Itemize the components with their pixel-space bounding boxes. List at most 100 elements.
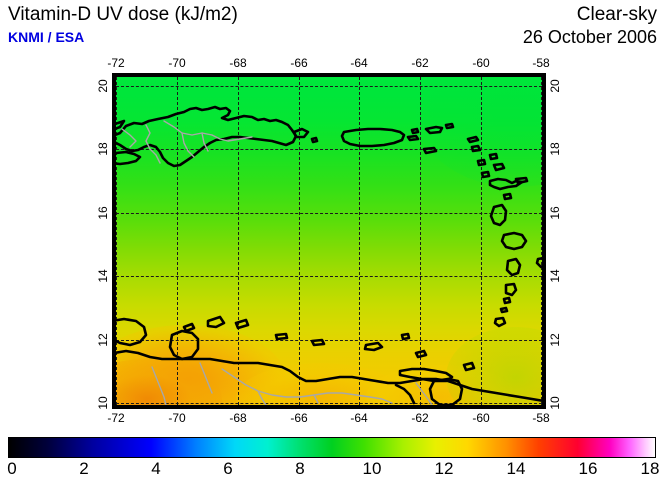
coast-lake-maracaibo bbox=[168, 329, 200, 361]
colorbar-tick-2: 4 bbox=[151, 459, 161, 478]
map-plot-area bbox=[116, 77, 542, 405]
border-colombia-venezuela bbox=[151, 366, 167, 405]
colorbar-tick-9: 18 bbox=[640, 459, 660, 478]
colorbar-gradient bbox=[8, 437, 656, 458]
coast-st-lucia bbox=[505, 257, 522, 277]
colorbar-tick-8: 16 bbox=[578, 459, 598, 478]
coast-barbuda bbox=[488, 152, 499, 161]
tick-top-1: -70 bbox=[168, 56, 186, 70]
coast-marie-galante bbox=[502, 192, 513, 201]
colorbar-tick-0: 0 bbox=[7, 459, 17, 478]
tick-right-1: 18 bbox=[548, 142, 562, 156]
tick-right-3: 14 bbox=[548, 269, 562, 283]
coast-st-kitts bbox=[476, 158, 487, 167]
coast-mona-island bbox=[310, 136, 319, 144]
tick-bottom-2: -68 bbox=[229, 411, 247, 425]
credit-label: KNMI / ESA bbox=[8, 29, 85, 45]
coast-testigos bbox=[414, 349, 428, 359]
tick-bottom-1: -70 bbox=[168, 411, 186, 425]
tick-bottom-6: -60 bbox=[472, 411, 490, 425]
coast-tobago bbox=[462, 361, 476, 372]
tick-right-0: 20 bbox=[548, 79, 562, 93]
coast-st-croix bbox=[422, 146, 438, 155]
tick-top-7: -58 bbox=[532, 56, 550, 70]
header: Vitamin-D UV dose (kJ/m2) KNMI / ESA Cle… bbox=[0, 0, 665, 52]
border-dr-provinces-1 bbox=[163, 120, 213, 136]
tick-bottom-7: -58 bbox=[532, 411, 550, 425]
tick-left-0: 20 bbox=[96, 79, 110, 93]
river-tributary-2 bbox=[313, 394, 319, 404]
coast-montserrat bbox=[480, 170, 491, 179]
tick-bottom-5: -62 bbox=[411, 411, 429, 425]
coast-grenada bbox=[493, 316, 507, 328]
coast-haiti-northwest bbox=[116, 119, 126, 130]
coast-los-roques bbox=[274, 332, 289, 341]
colorbar-container bbox=[8, 437, 656, 458]
coast-hispaniola bbox=[116, 105, 298, 168]
coast-curacao bbox=[206, 315, 226, 329]
coast-trinidad bbox=[428, 377, 464, 405]
river-tributary-1 bbox=[257, 390, 267, 405]
tick-top-5: -62 bbox=[411, 56, 429, 70]
coast-blanquilla bbox=[400, 332, 411, 341]
coast-aruba bbox=[182, 322, 196, 333]
coast-la-tortuga bbox=[310, 338, 326, 347]
tick-left-3: 14 bbox=[96, 269, 110, 283]
coast-anguilla bbox=[466, 135, 480, 144]
coast-grenadines-2 bbox=[499, 306, 509, 314]
coast-st-martin bbox=[470, 144, 482, 153]
coast-dominica bbox=[489, 203, 508, 227]
border-guyana bbox=[415, 382, 433, 405]
tick-top-0: -72 bbox=[107, 56, 125, 70]
coast-bonaire bbox=[234, 318, 250, 330]
colorbar-tick-6: 12 bbox=[434, 459, 454, 478]
tick-left-1: 18 bbox=[96, 142, 110, 156]
colorbar-tick-4: 8 bbox=[295, 459, 305, 478]
coast-isla-margarita bbox=[363, 341, 384, 352]
coast-venezuela-north bbox=[116, 349, 542, 402]
border-haiti-internal bbox=[121, 128, 137, 148]
coastline-overlay bbox=[116, 105, 542, 405]
river-orinoco bbox=[221, 368, 383, 400]
border-dr-provinces-3 bbox=[211, 134, 253, 142]
border-dr-provinces-4 bbox=[201, 132, 209, 152]
coast-virgin-islands-2 bbox=[444, 122, 455, 130]
colorbar-tick-5: 10 bbox=[362, 459, 382, 478]
coast-dr-east-tip bbox=[292, 127, 310, 139]
tick-right-4: 12 bbox=[548, 333, 562, 347]
coast-antigua bbox=[492, 162, 506, 172]
border-haiti-dr bbox=[145, 124, 161, 164]
tick-bottom-3: -66 bbox=[290, 411, 308, 425]
coast-barbados bbox=[535, 257, 542, 269]
colorbar-tick-3: 6 bbox=[223, 459, 233, 478]
tick-bottom-0: -72 bbox=[107, 411, 125, 425]
page-title: Vitamin-D UV dose (kJ/m2) bbox=[8, 4, 238, 25]
coast-martinique bbox=[500, 231, 528, 251]
coast-guadeloupe-east bbox=[514, 176, 529, 185]
coast-st-vincent bbox=[504, 282, 518, 297]
map-plot-frame bbox=[112, 73, 546, 409]
coast-orinoco-delta bbox=[394, 383, 416, 405]
coast-vieques bbox=[406, 134, 420, 142]
coast-virgin-islands-1 bbox=[424, 125, 444, 135]
tick-right-2: 16 bbox=[548, 206, 562, 220]
tick-left-2: 16 bbox=[96, 206, 110, 220]
tick-bottom-4: -64 bbox=[350, 411, 368, 425]
coast-haiti-southwest bbox=[116, 150, 142, 166]
tick-top-4: -64 bbox=[350, 56, 368, 70]
sky-condition-label: Clear-sky bbox=[576, 4, 657, 25]
border-dr-provinces-2 bbox=[181, 132, 195, 158]
tick-right-5: 10 bbox=[548, 396, 562, 410]
border-venezuela-guyana bbox=[381, 398, 393, 404]
coast-guajira-peninsula bbox=[116, 317, 148, 347]
tick-top-2: -68 bbox=[229, 56, 247, 70]
border-venezuela-internal bbox=[199, 362, 213, 394]
coast-grenadines-1 bbox=[502, 296, 512, 305]
tick-left-4: 12 bbox=[96, 333, 110, 347]
tick-left-5: 10 bbox=[96, 396, 110, 410]
colorbar-tick-1: 2 bbox=[79, 459, 89, 478]
tick-top-3: -66 bbox=[290, 56, 308, 70]
tick-top-6: -60 bbox=[472, 56, 490, 70]
coast-culebra bbox=[410, 127, 420, 135]
colorbar-tick-7: 14 bbox=[506, 459, 526, 478]
